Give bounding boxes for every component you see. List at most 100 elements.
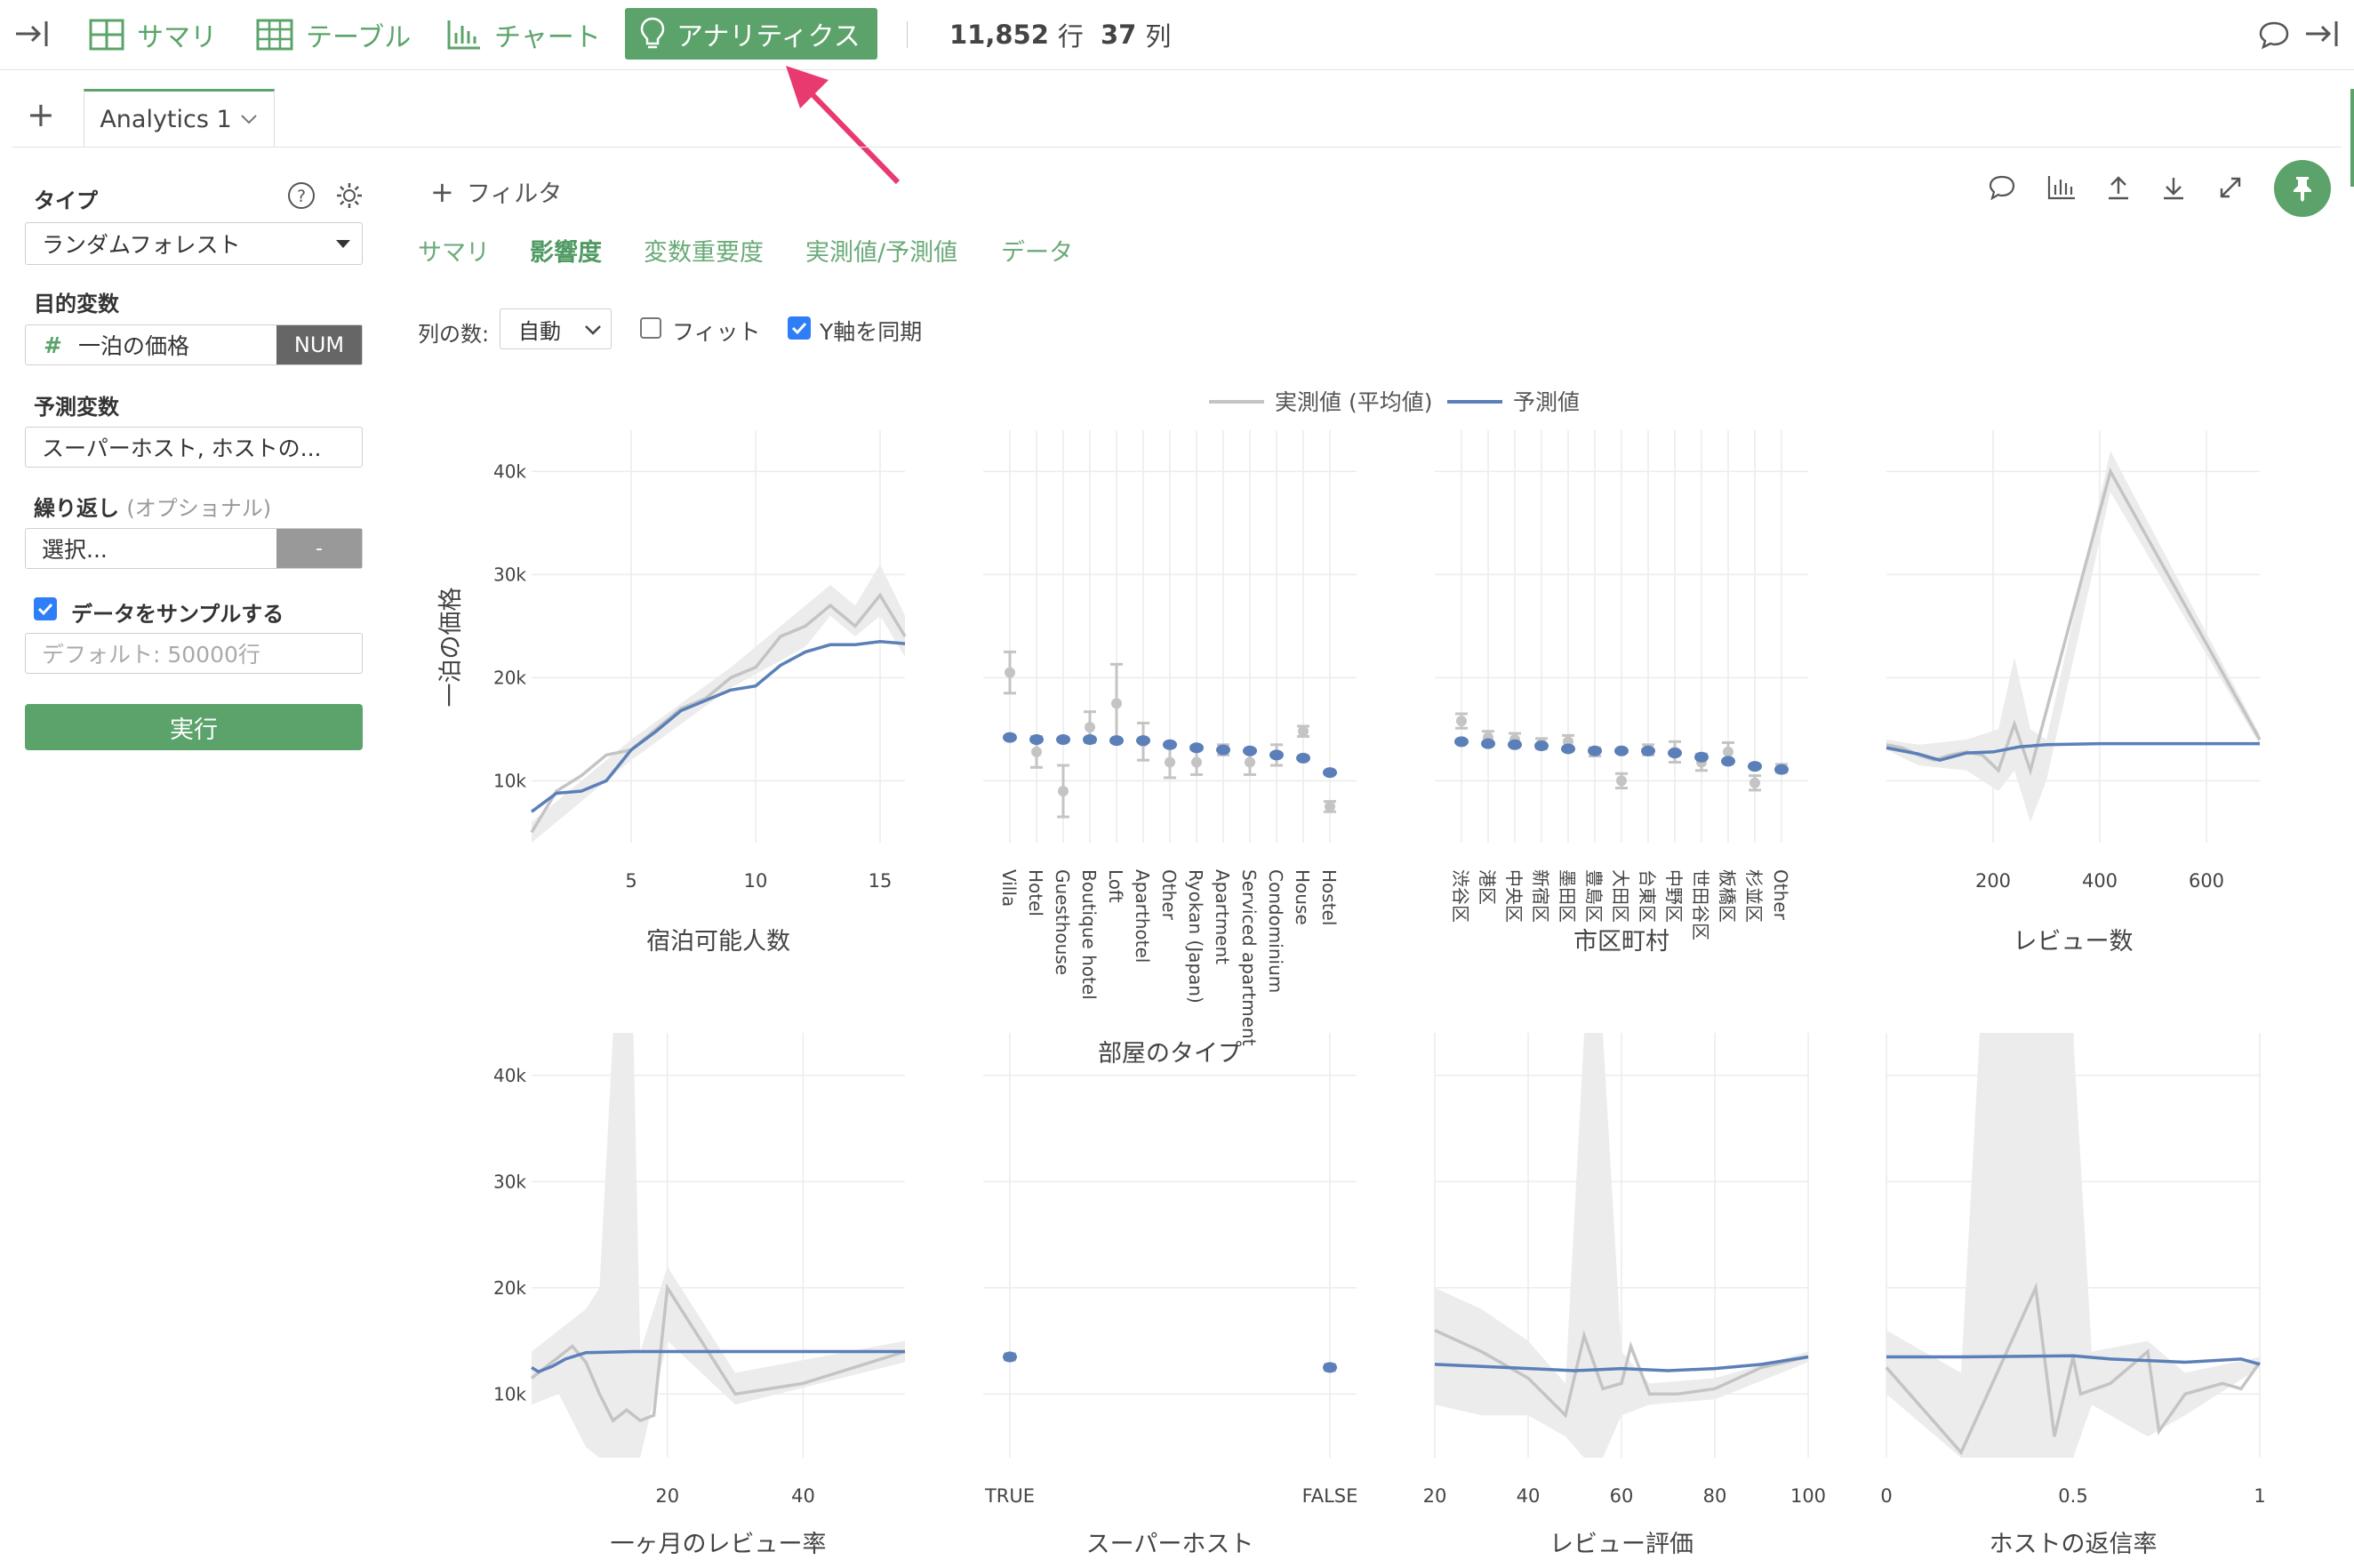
- x-tick-label: 40: [1517, 1485, 1541, 1507]
- x-tick-label: Guesthouse: [1052, 869, 1073, 975]
- panel-6: TRUE FALSE スーパーホスト: [983, 1033, 1357, 1558]
- row-count-unit: 行: [1057, 21, 1084, 52]
- fullscreen-icon[interactable]: [2217, 174, 2244, 204]
- row-count: 11,852 行: [949, 0, 1084, 69]
- x-tick-label: Villa: [998, 869, 1020, 907]
- gear-icon[interactable]: [334, 180, 364, 214]
- predicted-point: [1588, 745, 1602, 756]
- actual-point: [1616, 775, 1627, 787]
- x-tick-label: Hostel: [1318, 869, 1340, 925]
- confidence-band: [1435, 1033, 1808, 1458]
- predicted-point: [1323, 767, 1337, 779]
- fit-checkbox[interactable]: [640, 317, 661, 339]
- predicted-line: [530, 640, 906, 813]
- repeat-label: 繰り返し (オプショナル): [34, 491, 271, 522]
- actual-point: [1669, 746, 1680, 757]
- panel-8: 0 0.5 1 ホストの返信率: [1880, 1033, 2266, 1558]
- bar-chart-icon: [447, 20, 480, 50]
- analytics-view-label: アナリティクス: [677, 21, 861, 52]
- chart-view-button[interactable]: チャート: [446, 0, 601, 69]
- actual-point: [1589, 746, 1600, 757]
- help-icon[interactable]: ?: [286, 180, 316, 214]
- predictors-label: 予測変数: [34, 395, 119, 420]
- y-tick-label: 20k: [493, 667, 526, 688]
- sync-y-checkbox[interactable]: [788, 316, 811, 340]
- actual-point: [1218, 744, 1229, 756]
- analytics-view-button[interactable]: アナリティクス: [625, 8, 877, 60]
- columns-count-select[interactable]: 自動: [500, 308, 612, 349]
- y-tick-label: 10k: [493, 770, 526, 791]
- collapse-sidebar-icon[interactable]: [12, 16, 52, 55]
- toolbar-divider: [907, 21, 908, 48]
- x-tick-label: 40: [791, 1485, 815, 1507]
- comment-icon[interactable]: [2258, 20, 2290, 53]
- pin-connector: [2350, 89, 2354, 187]
- subtab-influence[interactable]: 影響度: [530, 239, 602, 267]
- predicted-line: [1434, 1355, 1809, 1372]
- columns-count-value: 自動: [518, 318, 561, 344]
- sample-size-input[interactable]: デフォルト: 50000行: [25, 633, 363, 674]
- actual-point: [1325, 801, 1335, 812]
- x-tick-label: 板橋区: [1717, 869, 1738, 923]
- table-view-button[interactable]: テーブル: [256, 0, 411, 69]
- x-tick-label: Aparthotel: [1132, 869, 1153, 963]
- chevron-down-icon: [240, 115, 257, 124]
- confidence-band: [1886, 1033, 2260, 1458]
- actual-line: [1885, 1282, 2262, 1456]
- subtab-actual-vs-predicted[interactable]: 実測値/予測値: [805, 239, 958, 267]
- chevron-down-icon: [585, 325, 601, 335]
- repeat-select[interactable]: 選択... -: [25, 528, 363, 569]
- actual-point: [1509, 734, 1520, 745]
- y-tick-label: 40k: [493, 460, 526, 482]
- column-count-value: 37: [1101, 20, 1137, 50]
- x-tick-label: 400: [2082, 870, 2118, 892]
- pin-button[interactable]: [2274, 160, 2331, 217]
- predictors-field[interactable]: スーパーホスト, ホストの...: [25, 427, 363, 468]
- predicted-point: [1323, 1362, 1337, 1373]
- panel-7: 20 40 60 80 100 レビュー評価: [1423, 1033, 1826, 1558]
- x-tick-label: 世田谷区: [1690, 869, 1711, 940]
- expand-panel-icon[interactable]: [2302, 16, 2342, 55]
- add-tab-button[interactable]: +: [27, 95, 55, 134]
- actual-point: [1723, 746, 1733, 757]
- panel-2: Villa Hotel Guesthouse Boutique hotel Loft Ap…: [983, 430, 1357, 1068]
- x-tick-label: 1: [2254, 1485, 2265, 1507]
- filter-button[interactable]: + フィルタ: [430, 174, 562, 209]
- actual-point: [1298, 725, 1309, 737]
- x-tick-label: 0: [1880, 1485, 1892, 1507]
- chart-icon[interactable]: [2046, 174, 2077, 204]
- subtab-importance[interactable]: 変数重要度: [644, 239, 764, 267]
- repeat-select-value: 選択...: [42, 537, 108, 563]
- predicted-point: [1216, 744, 1230, 756]
- upload-icon[interactable]: [2105, 174, 2132, 204]
- tab-analytics-1[interactable]: Analytics 1: [84, 89, 275, 148]
- annotation-arrow: [786, 66, 901, 185]
- sample-checkbox[interactable]: [34, 597, 57, 620]
- actual-point: [1456, 716, 1467, 727]
- summary-view-button[interactable]: サマリ: [89, 0, 217, 69]
- predicted-point: [1189, 742, 1204, 754]
- chart-legend: 実測値 (平均値) 予測値: [1209, 389, 1580, 415]
- predicted-point: [1508, 739, 1522, 750]
- predicted-line: [531, 1349, 905, 1374]
- predicted-point: [1748, 761, 1762, 772]
- predicted-point: [1668, 748, 1682, 759]
- comment-icon[interactable]: [1988, 174, 2016, 204]
- actual-point: [1191, 756, 1202, 768]
- download-icon[interactable]: [2160, 174, 2187, 204]
- subtab-summary[interactable]: サマリ: [418, 239, 490, 267]
- predicted-point: [1561, 743, 1575, 755]
- y-tick-label: 40k: [493, 1065, 526, 1086]
- x-tick-label: 大田区: [1610, 869, 1631, 923]
- filter-label: フィルタ: [466, 180, 563, 208]
- model-type-select[interactable]: ランダムフォレスト: [25, 222, 363, 265]
- columns-count-label: 列の数:: [418, 322, 490, 347]
- repeat-clear-button[interactable]: -: [276, 529, 362, 568]
- target-variable-field[interactable]: # 一泊の価格 NUM: [25, 324, 363, 365]
- x-tick-label: 渋谷区: [1450, 869, 1471, 923]
- subtab-data[interactable]: データ: [1001, 239, 1073, 267]
- predicted-point: [1454, 736, 1469, 748]
- x-axis-title: レビュー数: [2014, 928, 2134, 956]
- run-button[interactable]: 実行: [25, 704, 363, 750]
- sample-size-placeholder: デフォルト: 50000行: [42, 642, 260, 668]
